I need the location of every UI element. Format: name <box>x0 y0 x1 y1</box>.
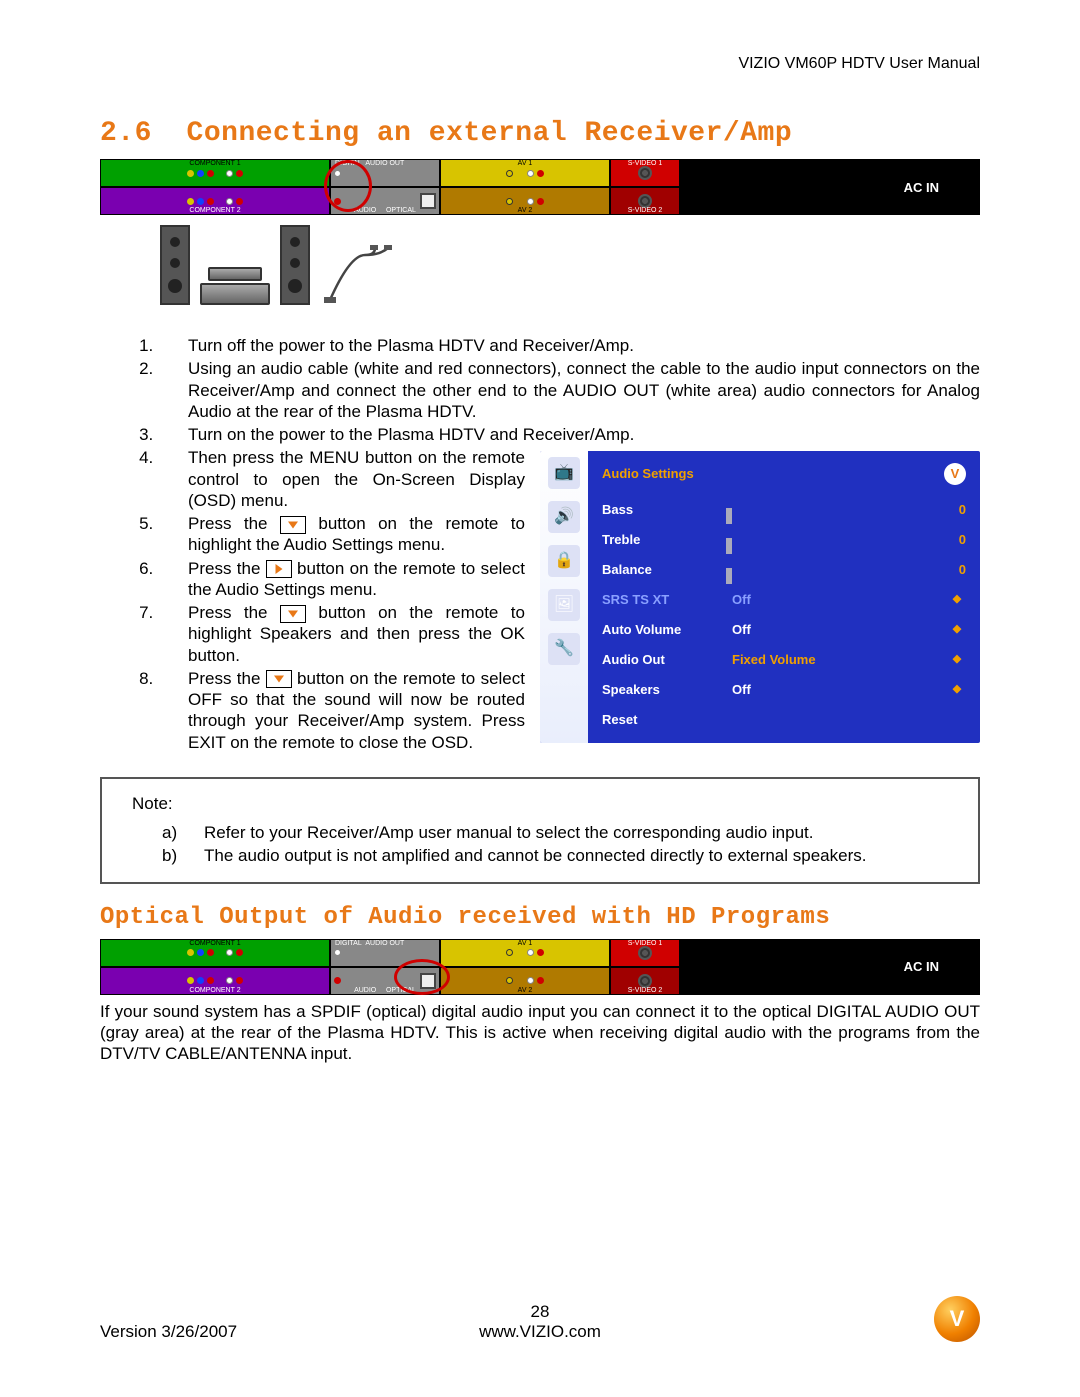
vizio-logo-icon: V <box>934 1296 980 1342</box>
osd-row: Audio OutFixed Volume◆ <box>602 645 966 675</box>
step-4: Then press the MENU button on the remote… <box>158 447 525 511</box>
panel-acin-label: AC IN <box>904 959 939 974</box>
panel-label: AV 1 <box>441 159 609 168</box>
note-label: Note: <box>132 793 960 816</box>
osd-row: Auto VolumeOff◆ <box>602 615 966 645</box>
panel-label: COMPONENT 1 <box>101 159 329 168</box>
amplifier-icon <box>200 283 270 305</box>
step-7: Press the button on the remote to highli… <box>158 602 525 666</box>
instructions: Turn off the power to the Plasma HDTV an… <box>100 335 980 755</box>
panel-acin-label: AC IN <box>904 180 939 195</box>
note-key: a) <box>162 822 184 845</box>
step-5: Press the button on the remote to highli… <box>158 513 525 556</box>
step-6: Press the button on the remote to select… <box>158 558 525 601</box>
remote-down-icon <box>280 605 306 623</box>
osd-row: SRS TS XTOff◆ <box>602 585 966 615</box>
step-3: Turn on the power to the Plasma HDTV and… <box>158 424 980 445</box>
note-text: Refer to your Receiver/Amp user manual t… <box>204 822 814 845</box>
step-8: Press the button on the remote to select… <box>158 668 525 753</box>
panel-label: AV 2 <box>441 206 609 215</box>
osd-row: Bass0 <box>602 495 966 525</box>
remote-down-icon <box>280 516 306 534</box>
panel-label: AUDIO <box>354 207 376 214</box>
note-key: b) <box>162 845 184 868</box>
header-product: VIZIO VM60P HDTV User Manual <box>100 55 980 73</box>
osd-icon: 📺 <box>548 457 580 489</box>
osd-screenshot: 📺 🔊 🔒 🖼 🔧 Audio Settings V Bass0Trebl <box>540 451 980 743</box>
step-2: Using an audio cable (white and red conn… <box>158 358 980 422</box>
osd-icon: 🖼 <box>548 589 580 621</box>
osd-icon: 🔊 <box>548 501 580 533</box>
speaker-icon <box>280 225 310 305</box>
osd-title: Audio Settings <box>602 466 694 482</box>
equipment-illustration <box>160 225 980 305</box>
footer-version: Version 3/26/2007 <box>100 1322 237 1342</box>
subsection-paragraph: If your sound system has a SPDIF (optica… <box>100 1001 980 1065</box>
rear-panel-2: COMPONENT 1 COMPONENT 2 DIGITAL AUDIO OU… <box>100 939 980 995</box>
panel-label: AV 1 <box>441 939 609 948</box>
remote-right-icon <box>266 560 292 578</box>
panel-label: S-VIDEO 2 <box>611 206 679 215</box>
osd-icon: 🔒 <box>548 545 580 577</box>
osd-row: Treble0 <box>602 525 966 555</box>
speaker-icon <box>160 225 190 305</box>
panel-label: COMPONENT 1 <box>101 939 329 948</box>
step-1: Turn off the power to the Plasma HDTV an… <box>158 335 980 356</box>
panel-label: DIGITAL <box>335 160 361 167</box>
osd-row: Reset <box>602 705 966 735</box>
rear-panel-1: COMPONENT 1 COMPONENT 2 DIGITAL AUDIO OU… <box>100 159 980 215</box>
subsection-title: Optical Output of Audio received with HD… <box>100 904 980 931</box>
section-title: 2.6 Connecting an external Receiver/Amp <box>100 118 980 149</box>
remote-down-icon <box>266 670 292 688</box>
page-footer: Version 3/26/2007 28 www.VIZIO.com V <box>100 1296 980 1342</box>
osd-row: SpeakersOff◆ <box>602 675 966 705</box>
osd-category-icons: 📺 🔊 🔒 🖼 🔧 <box>540 451 588 743</box>
panel-label: AUDIO OUT <box>365 160 404 167</box>
note-text: The audio output is not amplified and ca… <box>204 845 866 868</box>
section-title-text: Connecting an external Receiver/Amp <box>187 118 793 149</box>
panel-label: COMPONENT 2 <box>101 986 329 995</box>
footer-url: www.VIZIO.com <box>479 1322 601 1342</box>
note-box: Note: a) Refer to your Receiver/Amp user … <box>100 777 980 884</box>
panel-label: AV 2 <box>441 986 609 995</box>
dvd-icon <box>208 267 262 281</box>
section-number: 2.6 <box>100 118 152 149</box>
osd-icon: 🔧 <box>548 633 580 665</box>
osd-row: Balance0 <box>602 555 966 585</box>
vizio-v-icon: V <box>944 463 966 485</box>
panel-label: S-VIDEO 1 <box>611 159 679 168</box>
panel-label: OPTICAL <box>386 207 416 214</box>
footer-page-number: 28 <box>479 1302 601 1322</box>
cable-icon <box>320 245 410 305</box>
panel-label: COMPONENT 2 <box>101 206 329 215</box>
